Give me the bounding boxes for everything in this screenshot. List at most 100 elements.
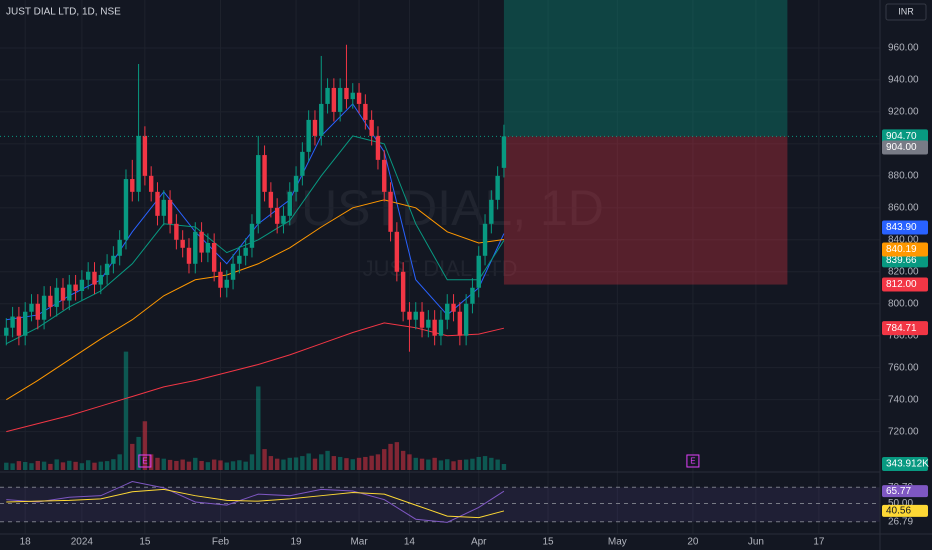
volume-bar	[445, 459, 450, 470]
event-label: E	[690, 457, 695, 466]
volume-bar	[482, 456, 488, 470]
candle-body	[92, 271, 97, 285]
volume-bar	[394, 442, 400, 470]
volume-bar	[243, 461, 248, 470]
volume-bar	[205, 462, 211, 470]
x-tick-label: 2024	[71, 537, 94, 548]
volume-bar	[85, 460, 91, 470]
x-tick-label: 15	[542, 537, 554, 548]
volume-bar	[123, 351, 129, 470]
y-tick-label: 800.00	[888, 298, 919, 309]
candle-body	[419, 311, 425, 328]
x-tick-label: 20	[687, 537, 699, 548]
volume-bar	[287, 457, 292, 470]
rsi-line	[6, 481, 505, 523]
y-tick-label: 960.00	[888, 43, 919, 54]
volume-bar	[130, 443, 135, 470]
y-tick-label: 820.00	[888, 266, 919, 277]
candle-body	[407, 311, 412, 320]
candle-body	[350, 92, 355, 100]
candle-body	[495, 175, 500, 200]
volume-bar	[331, 456, 337, 470]
volume-bar	[48, 463, 53, 470]
volume-bar	[256, 386, 261, 470]
candle-body	[268, 191, 274, 208]
candle-body	[501, 136, 507, 168]
candle-body	[369, 119, 374, 136]
event-marker[interactable]	[138, 454, 152, 468]
price-tag: 904.00	[886, 142, 917, 153]
candle-body	[41, 295, 47, 320]
candle-body	[470, 287, 475, 304]
volume-bar	[432, 457, 437, 470]
candle-body	[413, 311, 418, 320]
event-marker[interactable]	[686, 454, 700, 468]
candle-body	[136, 135, 141, 192]
volume-bar	[4, 462, 9, 470]
candle-body	[482, 223, 488, 256]
x-tick-label: Mar	[350, 537, 368, 548]
candle-body	[331, 87, 337, 112]
volume-bar	[350, 459, 355, 470]
volume-bar	[293, 457, 299, 470]
chart-title: JUST DIAL LTD, 1D, NSE	[6, 7, 121, 18]
currency[interactable]: INR	[898, 6, 914, 16]
candle-body	[117, 239, 122, 256]
ma-tag: 843.90	[886, 222, 917, 233]
candle-body	[161, 199, 166, 216]
x-tick-label: Apr	[471, 537, 487, 548]
volume-tag: 343.912K	[886, 459, 929, 470]
volume-tag-box	[882, 457, 928, 471]
candle-body	[394, 231, 400, 272]
volume-bar	[451, 461, 456, 470]
candle-body	[142, 135, 148, 176]
candle-body	[445, 303, 450, 320]
candle-body	[73, 284, 78, 291]
candle-body	[35, 303, 40, 320]
volume-bar	[419, 458, 425, 470]
watermark-sub: JUST DIAL LTD	[363, 256, 518, 281]
moving-average	[6, 322, 505, 433]
rsi-band	[0, 487, 880, 522]
rsi-level-label: 50.00	[888, 498, 913, 509]
rsi-tag: 65.77	[886, 486, 911, 497]
volume-bar	[489, 457, 494, 470]
volume-bar	[60, 462, 66, 470]
candle-body	[211, 242, 217, 272]
rsi-tag-box	[882, 504, 928, 517]
candle-body	[104, 263, 110, 275]
rsi-level-label: 26.79	[888, 516, 913, 527]
candle-body	[344, 87, 349, 100]
candle-body	[218, 271, 223, 288]
volume-bar	[167, 459, 173, 470]
price-tag-box	[882, 140, 928, 155]
candle-body	[111, 255, 116, 264]
candle-body	[489, 199, 494, 224]
candle-body	[375, 135, 381, 160]
candle-body	[85, 271, 91, 280]
volume-bar	[111, 459, 116, 470]
x-tick-label: 18	[20, 537, 32, 548]
candle-body	[243, 247, 248, 256]
currency-box[interactable]	[885, 3, 927, 21]
candle-body	[193, 231, 198, 264]
y-tick-label: 860.00	[888, 202, 919, 213]
volume-bar	[426, 459, 431, 470]
volume-bar	[199, 460, 204, 470]
y-tick-label: 940.00	[888, 75, 919, 86]
volume-bar	[382, 449, 387, 470]
candle-body	[400, 271, 406, 312]
candle-body	[167, 199, 173, 224]
rsi-line	[6, 488, 505, 519]
volume-bar	[67, 460, 72, 470]
ma-tag-box	[882, 242, 928, 257]
volume-bar	[104, 461, 110, 470]
candle-body	[22, 311, 28, 336]
candle-body	[281, 215, 286, 224]
y-tick-label: 760.00	[888, 362, 919, 373]
ma-tag: 784.71	[886, 323, 917, 334]
volume-bar	[92, 462, 97, 470]
event-label: E	[142, 457, 147, 466]
volume-bar	[375, 454, 381, 470]
